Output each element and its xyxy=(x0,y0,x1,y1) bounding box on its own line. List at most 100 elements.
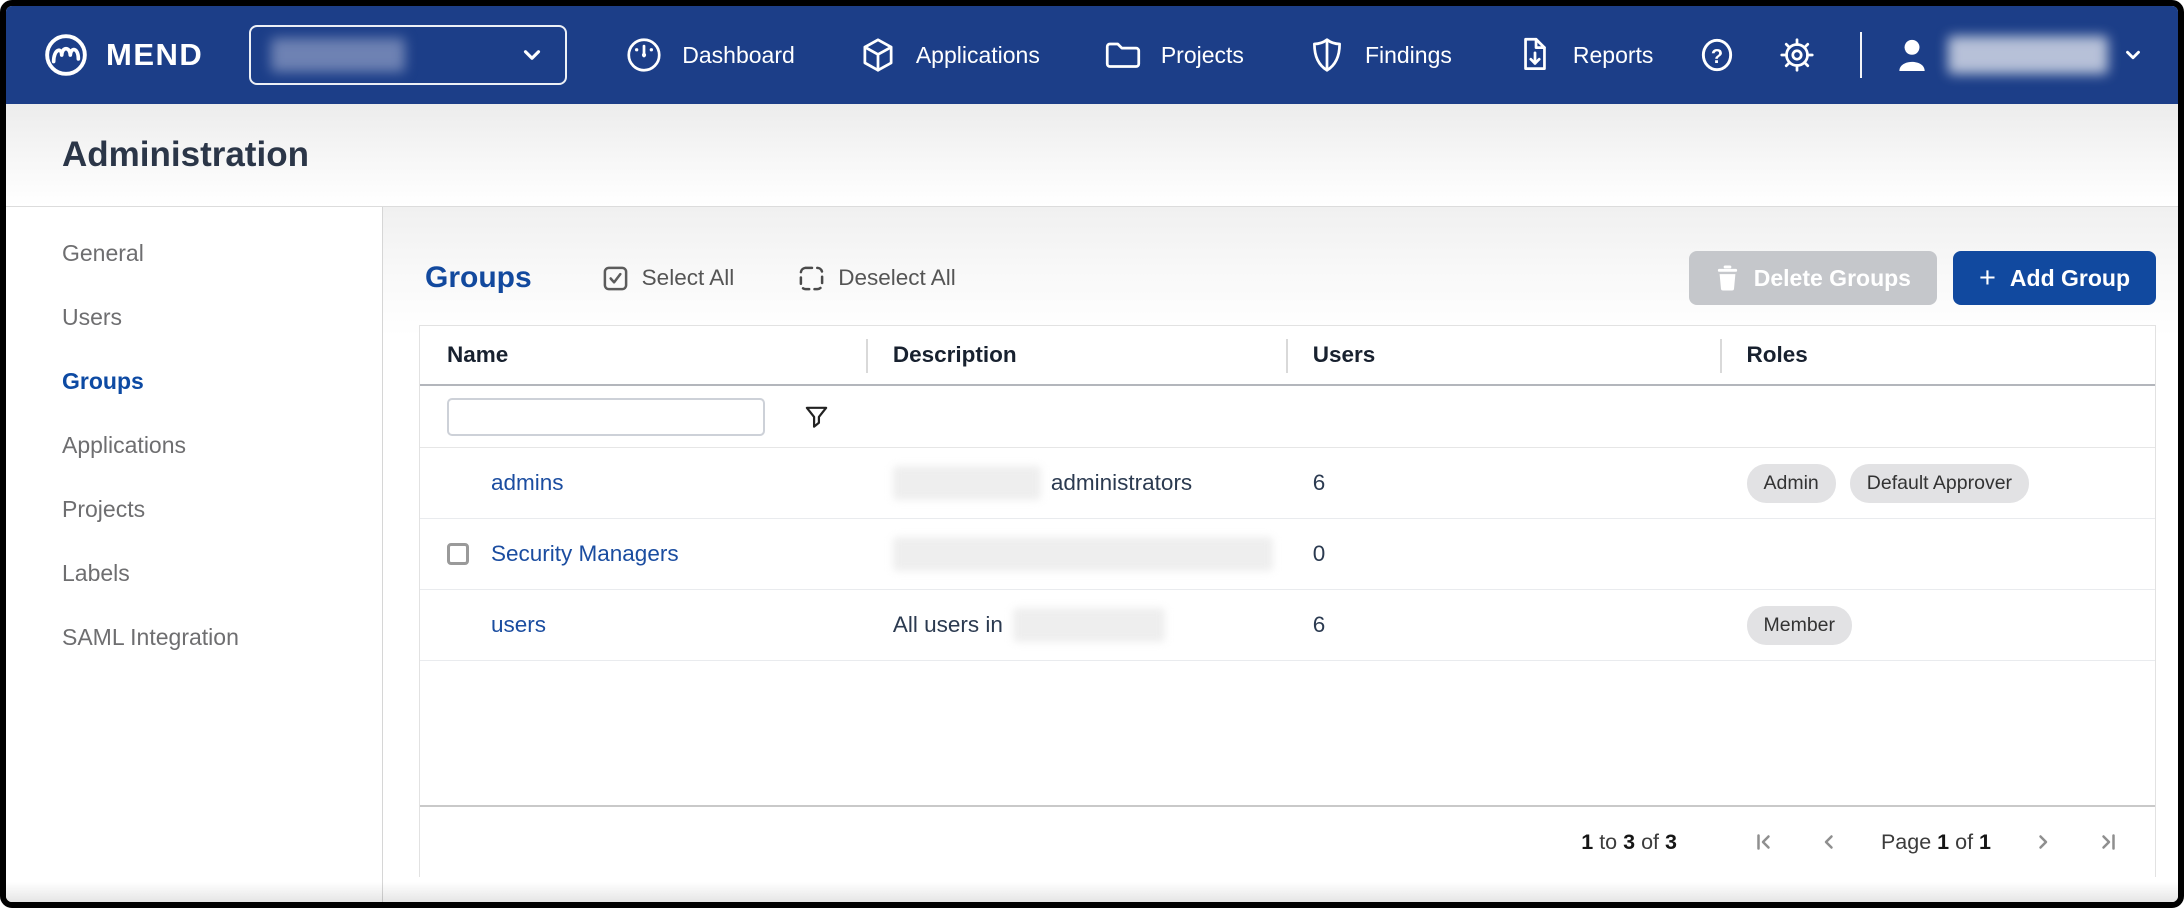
shield-icon xyxy=(1306,34,1348,76)
sidebar-item-applications[interactable]: Applications xyxy=(62,431,187,458)
first-page-icon[interactable] xyxy=(1753,830,1777,854)
nav-label: Projects xyxy=(1160,41,1244,68)
gauge-icon xyxy=(623,34,665,76)
description-text: All users in xyxy=(892,612,1003,637)
sidebar-item-saml-integration[interactable]: SAML Integration xyxy=(62,623,239,650)
sidebar-item-general[interactable]: General xyxy=(62,239,144,266)
help-icon[interactable]: ? xyxy=(1696,34,1738,76)
panel-heading: Groups xyxy=(425,261,532,294)
next-page-icon[interactable] xyxy=(2031,830,2055,854)
top-navbar: MEND Das xyxy=(6,6,2178,104)
nav-label: Dashboard xyxy=(682,41,795,68)
pagination-range: 1 to 3 of 3 xyxy=(1581,830,1677,855)
range-start: 1 xyxy=(1581,829,1594,854)
range-total: 3 xyxy=(1664,829,1677,854)
page-indicator: Page 1 of 1 xyxy=(1881,830,1991,855)
name-filter-input[interactable] xyxy=(447,397,765,436)
column-header-name[interactable]: Name xyxy=(447,342,509,367)
sidebar-item-groups[interactable]: Groups xyxy=(62,367,144,394)
range-of-word: of xyxy=(1641,829,1659,854)
users-count-cell: 0 xyxy=(1312,541,1326,566)
org-selector-dropdown[interactable] xyxy=(249,25,568,85)
mend-logo[interactable]: MEND xyxy=(40,29,203,81)
roles-cell: Member xyxy=(1720,605,2156,645)
page-current: 1 xyxy=(1937,829,1950,854)
nav-label: Findings xyxy=(1364,41,1452,68)
deselect-all-button[interactable]: Deselect All xyxy=(798,265,956,292)
chevron-down-icon xyxy=(519,42,545,68)
sidebar-item-labels[interactable]: Labels xyxy=(62,559,130,586)
select-all-button[interactable]: Select All xyxy=(602,265,735,292)
redacted-text xyxy=(892,466,1041,500)
last-page-icon[interactable] xyxy=(2095,830,2119,854)
user-name-redacted xyxy=(1948,36,2108,74)
nav-label: Applications xyxy=(915,41,1040,68)
role-badge-member: Member xyxy=(1746,605,1853,645)
range-end: 3 xyxy=(1623,829,1636,854)
nav-item-applications[interactable]: Applications xyxy=(857,34,1040,76)
sidebar-list: General Users Groups Applications Projects La… xyxy=(6,221,382,669)
redacted-text xyxy=(1012,608,1165,642)
sidebar-item-projects[interactable]: Projects xyxy=(62,495,146,522)
page-word: Page xyxy=(1880,829,1932,854)
cube-icon xyxy=(857,34,899,76)
table-row-users: users All users in 6 Member xyxy=(420,590,2155,661)
mend-logo-icon xyxy=(40,29,92,81)
checkbox-dashed-icon xyxy=(798,265,825,292)
funnel-icon[interactable] xyxy=(803,403,830,430)
sidebar-item-users[interactable]: Users xyxy=(62,303,123,330)
column-header-roles[interactable]: Roles xyxy=(1719,326,2156,384)
page-header: Administration xyxy=(6,104,2178,207)
group-name-link[interactable]: Security Managers xyxy=(491,541,679,566)
admin-sidebar: General Users Groups Applications Projects La… xyxy=(6,207,383,902)
report-download-icon xyxy=(1514,34,1556,76)
select-all-label: Select All xyxy=(641,265,735,290)
roles-cell: Admin Default Approver xyxy=(1720,463,2156,503)
nav-label: Reports xyxy=(1572,41,1654,68)
delete-groups-button[interactable]: Delete Groups xyxy=(1688,251,1937,305)
redacted-text xyxy=(892,537,1273,571)
content-area: General Users Groups Applications Projects La… xyxy=(6,207,2178,902)
user-menu[interactable] xyxy=(1890,33,2144,77)
org-name-redacted xyxy=(271,38,406,72)
add-group-button[interactable]: + Add Group xyxy=(1952,251,2156,305)
table-row-admins: admins administrators 6 Admin Default Approv… xyxy=(420,448,2155,519)
name-cell: users xyxy=(420,612,866,638)
delete-groups-label: Delete Groups xyxy=(1753,264,1911,291)
navbar-right: ? xyxy=(1658,32,2144,78)
description-cell: All users in xyxy=(866,608,1286,642)
groups-table: Name Description Users Roles admins admin… xyxy=(419,325,2156,877)
checkbox-checked-icon xyxy=(602,265,629,292)
navbar-divider xyxy=(1860,32,1862,78)
column-header-description[interactable]: Description xyxy=(865,326,1286,384)
gear-icon[interactable] xyxy=(1776,34,1818,76)
nav-item-reports[interactable]: Reports xyxy=(1514,34,1654,76)
table-row-security-managers: Security Managers 0 xyxy=(420,519,2155,590)
nav-item-dashboard[interactable]: Dashboard xyxy=(623,34,795,76)
svg-text:?: ? xyxy=(1711,46,1723,68)
row-checkbox[interactable] xyxy=(447,543,469,565)
main-nav: Dashboard Applications Projects xyxy=(623,34,1653,76)
role-badge-default-approver: Default Approver xyxy=(1849,463,2030,503)
plus-icon: + xyxy=(1978,261,1996,294)
previous-page-icon[interactable] xyxy=(1817,830,1841,854)
table-filter-row xyxy=(420,386,2155,448)
group-name-link[interactable]: admins xyxy=(491,470,564,495)
role-badge-admin: Admin xyxy=(1746,463,1836,503)
name-cell: Security Managers xyxy=(420,541,866,567)
group-name-link[interactable]: users xyxy=(491,612,547,637)
column-header-users[interactable]: Users xyxy=(1285,326,1720,384)
name-cell: admins xyxy=(420,470,866,496)
nav-item-projects[interactable]: Projects xyxy=(1102,34,1244,76)
trash-icon xyxy=(1715,265,1740,292)
page-of-word: of xyxy=(1955,829,1974,854)
description-text: administrators xyxy=(1050,470,1193,495)
nav-item-findings[interactable]: Findings xyxy=(1306,34,1452,76)
groups-toolbar: Groups Select All xyxy=(419,251,2156,305)
checkbox-slot xyxy=(447,543,491,565)
table-empty-space xyxy=(420,661,2155,805)
add-group-label: Add Group xyxy=(2009,264,2130,291)
page-total: 1 xyxy=(1979,829,1991,854)
users-count-cell: 6 xyxy=(1312,612,1326,637)
